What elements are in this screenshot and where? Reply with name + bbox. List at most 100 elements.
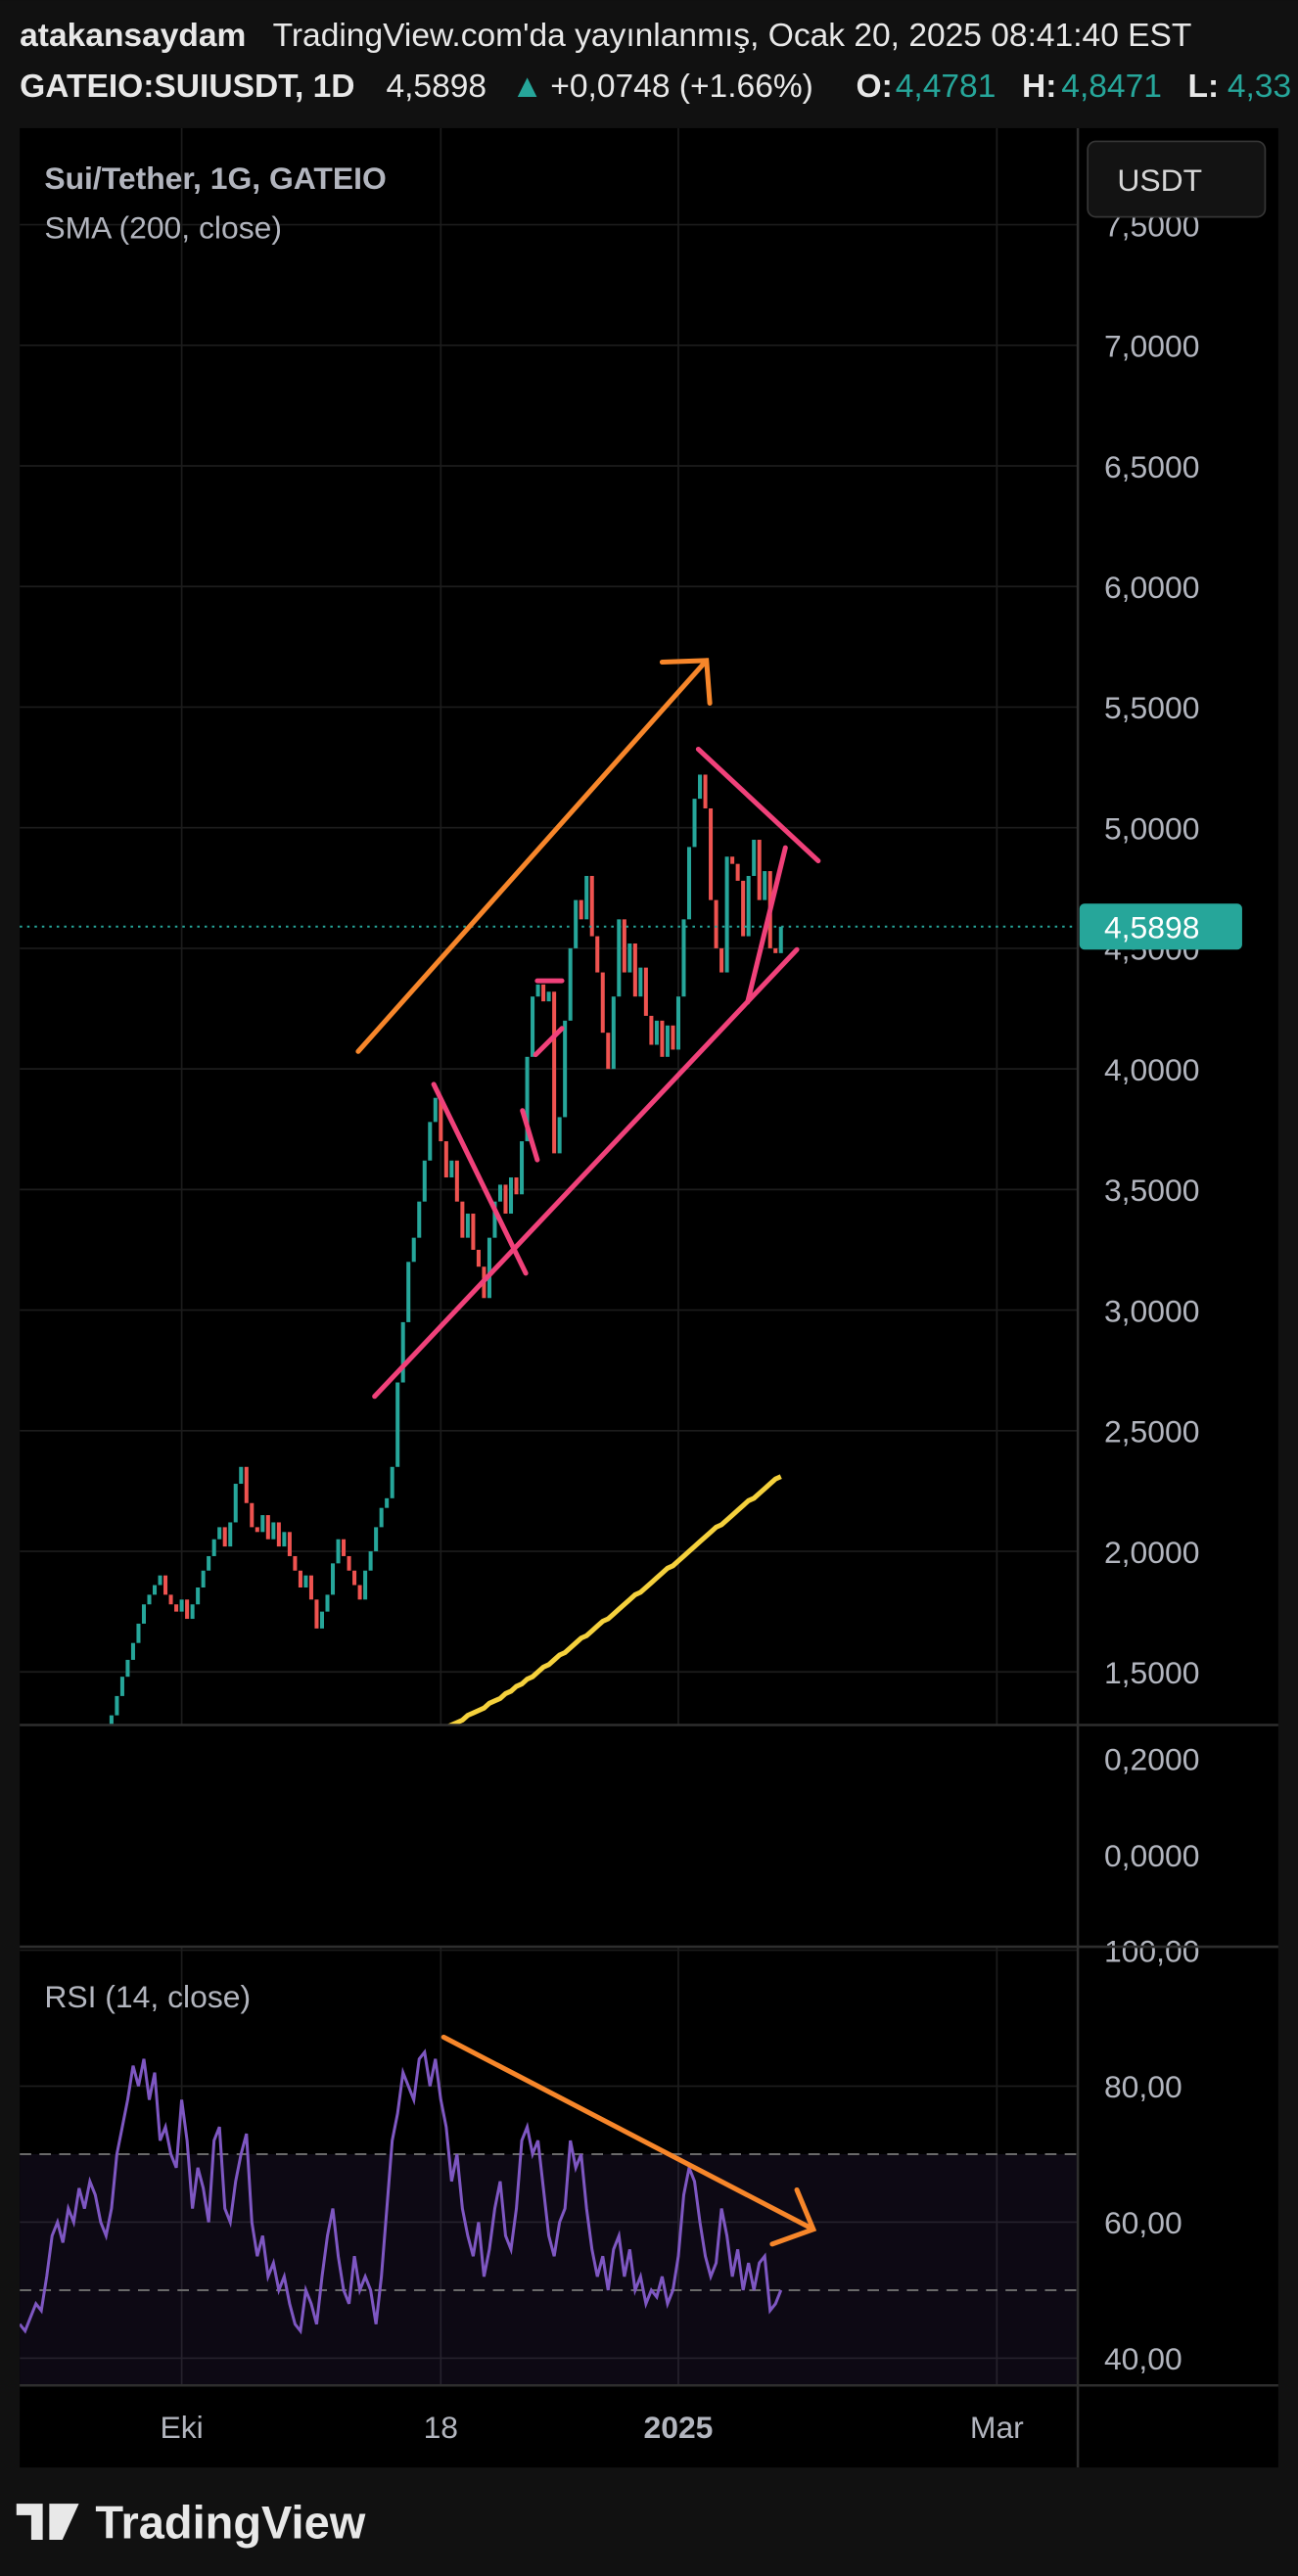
- candle: [643, 967, 648, 1016]
- candle: [681, 919, 686, 997]
- candle: [428, 1122, 433, 1161]
- y-tick-label: 100,00: [1104, 1933, 1200, 1968]
- candle: [130, 1642, 135, 1660]
- candle: [222, 1527, 227, 1547]
- candle: [454, 1160, 459, 1202]
- open-label: O:: [856, 69, 892, 105]
- y-tick-label: 60,00: [1104, 2205, 1182, 2240]
- candle: [158, 1575, 162, 1586]
- high-label: H:: [1022, 69, 1056, 105]
- candle: [239, 1466, 244, 1485]
- y-tick-label: 40,00: [1104, 2341, 1182, 2376]
- candle: [514, 1177, 519, 1195]
- x-tick-label: 2025: [644, 2410, 714, 2445]
- candle: [552, 991, 557, 1154]
- candle: [136, 1623, 141, 1643]
- legend-sma: SMA (200, close): [44, 209, 282, 245]
- currency[interactable]: USDT: [1117, 162, 1202, 198]
- y-tick-label: 2,5000: [1104, 1414, 1200, 1449]
- arrow-drawing: [355, 658, 713, 1054]
- candle: [568, 947, 573, 1021]
- low: 4,33: [1228, 69, 1291, 105]
- candle: [417, 1201, 422, 1238]
- symbol: GATEIO:SUIUSDT, 1D: [20, 69, 354, 105]
- candle: [675, 996, 680, 1050]
- candle: [314, 1599, 319, 1629]
- candle: [336, 1539, 341, 1564]
- currency-button[interactable]: [1087, 140, 1267, 218]
- y-tick-label: 80,00: [1104, 2069, 1182, 2104]
- candle: [282, 1532, 287, 1547]
- rsi-band: [20, 2153, 1079, 2386]
- candle: [741, 880, 746, 937]
- candle: [363, 1570, 368, 1600]
- candle: [703, 774, 708, 808]
- candle: [439, 1097, 443, 1142]
- candle: [654, 1020, 659, 1045]
- logo-mark: [16, 2504, 79, 2541]
- candle: [520, 1141, 525, 1195]
- y-tick-label: 5,5000: [1104, 690, 1200, 725]
- candle: [632, 943, 637, 997]
- candle: [649, 1015, 654, 1045]
- candle: [686, 847, 692, 920]
- candle: [719, 947, 724, 973]
- chart-area: [20, 127, 1278, 2468]
- candle: [752, 840, 757, 876]
- y-tick-label: 1,5000: [1104, 1655, 1200, 1690]
- candle: [492, 1201, 497, 1238]
- candle: [298, 1570, 302, 1588]
- candle: [400, 1321, 405, 1383]
- trend-line: [745, 845, 788, 1005]
- drawings: [355, 658, 821, 2247]
- candle: [622, 919, 626, 973]
- candle: [724, 856, 729, 973]
- candle: [196, 1587, 201, 1605]
- sma-line: [445, 1474, 782, 1725]
- open: 4,4781: [896, 69, 997, 105]
- candle: [374, 1527, 379, 1552]
- candle: [125, 1659, 130, 1678]
- candle: [503, 1184, 508, 1215]
- candle: [465, 1214, 470, 1238]
- candle: [638, 967, 643, 997]
- candle: [611, 996, 616, 1070]
- candle: [330, 1563, 336, 1595]
- candle: [260, 1515, 265, 1533]
- candle: [600, 972, 605, 1034]
- candle: [395, 1382, 400, 1467]
- candle: [757, 840, 762, 900]
- candle: [508, 1177, 514, 1215]
- candle: [541, 984, 546, 1002]
- candle: [379, 1507, 384, 1528]
- candle: [255, 1527, 259, 1533]
- candle: [153, 1585, 158, 1595]
- candle: [325, 1594, 330, 1612]
- candle: [250, 1502, 255, 1528]
- candle: [487, 1237, 491, 1299]
- candle: [265, 1515, 270, 1540]
- y-tick-label: 2,0000: [1104, 1535, 1200, 1570]
- candle: [109, 1715, 114, 1725]
- candle: [233, 1484, 238, 1523]
- price: 4,5898: [386, 69, 487, 105]
- candle: [411, 1237, 416, 1263]
- candle: [185, 1599, 190, 1620]
- candle: [168, 1594, 173, 1605]
- candle: [617, 919, 622, 997]
- y-tick-label: 6,0000: [1104, 570, 1200, 605]
- candle: [546, 991, 551, 1002]
- candle: [179, 1599, 184, 1612]
- rsi-line: [20, 2048, 783, 2335]
- candle: [531, 996, 535, 1057]
- y-tick-label: 3,5000: [1104, 1173, 1200, 1208]
- candle: [692, 799, 697, 848]
- legend-rsi: RSI (14, close): [44, 1979, 251, 2014]
- candle: [595, 936, 600, 973]
- candle: [390, 1466, 394, 1498]
- candle: [319, 1611, 324, 1629]
- candle: [115, 1695, 119, 1716]
- y-tick-label: 3,0000: [1104, 1293, 1200, 1328]
- candle: [201, 1570, 206, 1588]
